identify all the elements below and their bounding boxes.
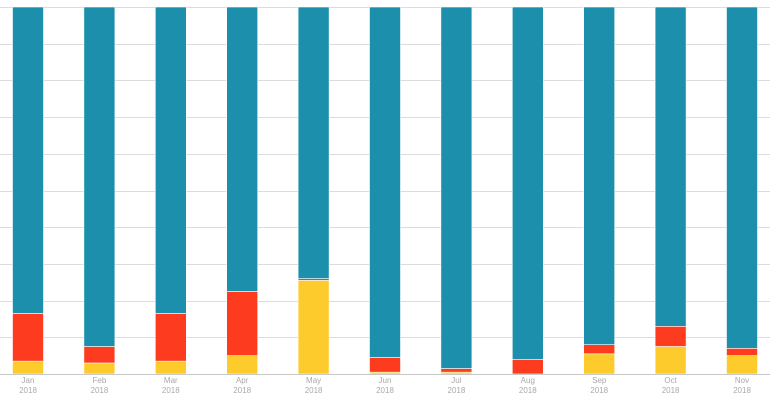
bar-segment-sep-0 [583,353,616,375]
bar-segment-aug-1 [511,359,544,375]
bar-segment-jul-1 [440,368,473,373]
bar-segment-jan-2 [12,6,44,314]
bar-segment-aug-2 [511,6,544,360]
x-tick-month-jun: Jun [379,376,392,385]
bar-segment-sep-1 [583,344,616,355]
bar-segment-apr-0 [226,355,258,375]
x-tick-month-nov: Nov [735,376,749,385]
bar-segment-jun-1 [369,357,401,373]
bar-segment-apr-1 [226,291,258,356]
bar-segment-may-0 [297,280,330,375]
bar-segment-mar-1 [155,313,187,362]
x-tick-year-nov: 2018 [733,386,751,395]
x-axis-tick-labels: Jan2018Feb2018Mar2018Apr2018May2018Jun20… [19,376,751,395]
x-tick-year-jun: 2018 [376,386,394,395]
x-tick-year-may: 2018 [305,386,323,395]
bar-segment-feb-2 [83,6,116,347]
x-tick-month-oct: Oct [664,376,677,385]
bar-segment-oct-2 [654,6,687,327]
bar-segment-jan-1 [12,313,44,362]
x-tick-year-sep: 2018 [590,386,608,395]
bar-segment-apr-2 [226,6,258,292]
bar-segment-jan-0 [12,360,44,375]
bar-segment-jul-2 [440,6,473,369]
x-tick-year-jan: 2018 [19,386,37,395]
x-tick-year-mar: 2018 [162,386,180,395]
x-tick-year-apr: 2018 [233,386,251,395]
x-tick-month-jan: Jan [22,376,35,385]
bar-segment-sep-2 [583,6,616,345]
x-tick-month-may: May [306,376,321,385]
bar-segment-feb-1 [83,346,116,364]
bar-segment-oct-0 [654,346,687,375]
bar-segment-nov-1 [726,348,758,356]
x-tick-month-sep: Sep [592,376,607,385]
bar-segment-feb-0 [83,362,116,375]
bar-segment-nov-0 [726,355,758,375]
x-tick-year-aug: 2018 [519,386,537,395]
x-tick-month-mar: Mar [164,376,178,385]
bar-segment-oct-1 [654,325,687,347]
bar-segment-may-2 [297,6,330,279]
bar-segment-nov-2 [726,6,758,349]
x-tick-month-feb: Feb [93,376,107,385]
x-tick-month-jul: Jul [451,376,461,385]
x-tick-year-oct: 2018 [662,386,680,395]
x-tick-year-feb: 2018 [91,386,109,395]
bar-segment-mar-0 [155,360,187,375]
x-tick-month-aug: Aug [521,376,535,385]
x-tick-year-jul: 2018 [448,386,466,395]
x-tick-month-apr: Apr [236,376,249,385]
bar-segment-mar-2 [155,6,187,314]
bar-segment-jun-2 [369,6,401,358]
bars [12,6,758,375]
